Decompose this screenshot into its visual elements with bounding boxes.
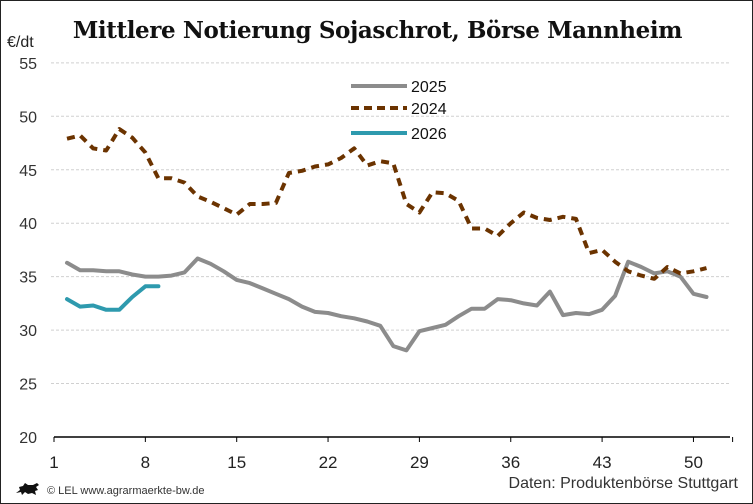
y-tick-label: 50 — [19, 109, 37, 126]
chart-title: Mittlere Notierung Sojaschrot, Börse Man… — [72, 17, 683, 44]
x-tick-label: 36 — [501, 453, 520, 472]
x-axis: 1 8 15 22 29 36 43 50 — [49, 436, 734, 472]
x-tick-label: 43 — [593, 453, 612, 472]
x-tick-label: 50 — [684, 453, 703, 472]
y-tick-label: 55 — [19, 56, 37, 73]
data-series — [65, 127, 709, 353]
x-tick-label: 22 — [319, 453, 338, 472]
footer-copyright: © LEL www.agrarmaerkte-bw.de — [15, 481, 205, 500]
y-axis-ticks: 20 25 30 35 40 45 50 55 — [19, 56, 37, 447]
x-tick-label: 8 — [141, 453, 150, 472]
y-tick-label: 30 — [19, 323, 37, 340]
y-axis-unit-label: €/dt — [7, 34, 34, 51]
series-line-2025 — [65, 256, 709, 353]
x-tick-label: 29 — [410, 453, 429, 472]
y-tick-label: 25 — [19, 377, 37, 394]
y-tick-label: 45 — [19, 163, 37, 180]
x-tick-label: 15 — [227, 453, 246, 472]
legend-label-2024: 2024 — [411, 101, 447, 118]
y-tick-label: 40 — [19, 216, 37, 233]
y-tick-label: 20 — [19, 430, 37, 447]
series-line-2026 — [65, 284, 161, 312]
gridlines — [51, 62, 731, 385]
legend-label-2026: 2026 — [411, 126, 447, 143]
copyright-text: © LEL www.agrarmaerkte-bw.de — [47, 484, 205, 497]
legend: 2025 2024 2026 — [351, 79, 447, 143]
legend-label-2025: 2025 — [411, 79, 447, 96]
x-tick-label: 1 — [49, 453, 58, 472]
series-line-2024 — [66, 127, 707, 281]
y-tick-label: 35 — [19, 270, 37, 287]
lion-icon — [15, 481, 41, 500]
data-source: Daten: Produktenbörse Stuttgart — [508, 475, 738, 492]
